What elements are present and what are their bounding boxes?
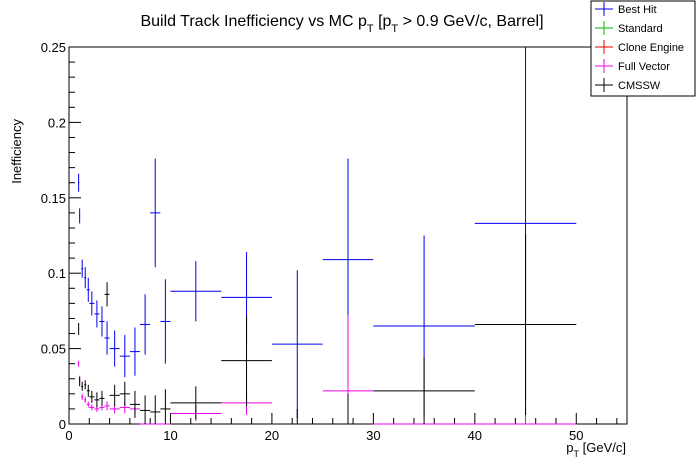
- y-tick-label: 0.15: [41, 191, 66, 206]
- data-point-best-hit: [78, 173, 80, 192]
- data-point-best-hit: [79, 208, 81, 224]
- data-point-cmssw: [109, 384, 120, 406]
- x-tick-label: 20: [265, 428, 279, 443]
- data-point-cmssw: [89, 390, 95, 403]
- data-point-cmssw: [81, 381, 84, 391]
- legend-entry-standard: Standard: [595, 21, 663, 35]
- chart-title: Build Track Inefficiency vs MC pT [pT > …: [140, 13, 543, 35]
- data-point-best-hit: [170, 261, 222, 322]
- data-point-best-hit: [140, 294, 151, 355]
- x-axis-title: pT [GeV/c]: [566, 440, 626, 459]
- data-point-full-vector: [78, 360, 80, 367]
- y-axis-title: Inefficiency: [9, 119, 24, 184]
- data-point-cmssw: [78, 322, 80, 336]
- series-layer: [78, 47, 577, 425]
- data-point-cmssw: [160, 389, 171, 424]
- data-point-best-hit: [86, 277, 90, 302]
- x-tick-label: 30: [366, 428, 380, 443]
- legend-label: Best Hit: [618, 4, 657, 16]
- y-tick-label: 0.1: [48, 266, 66, 281]
- legend: Best Hit Standard Clone Engine Full Vector C…: [590, 0, 696, 97]
- chart-title-pre: Build Track Inefficiency vs MC p: [140, 13, 367, 30]
- data-point-best-hit: [99, 306, 105, 337]
- data-point-best-hit: [84, 267, 87, 289]
- data-point-cmssw: [322, 393, 374, 425]
- data-point-cmssw: [373, 357, 475, 424]
- data-point-cmssw: [140, 395, 151, 424]
- data-point-cmssw: [170, 386, 222, 420]
- data-point-cmssw: [129, 390, 141, 418]
- data-point-best-hit: [81, 259, 84, 278]
- legend-box: [590, 0, 696, 97]
- data-point-best-hit: [160, 279, 171, 364]
- data-point-cmssw: [221, 315, 272, 406]
- data-point-cmssw: [119, 381, 130, 406]
- data-point-best-hit: [119, 335, 130, 378]
- x-axis-title-rest: [GeV/c]: [579, 440, 626, 455]
- data-point-best-hit: [271, 270, 323, 418]
- data-point-cmssw: [86, 384, 90, 397]
- x-tick-label: 10: [163, 428, 177, 443]
- data-point-best-hit: [94, 300, 100, 328]
- legend-label: Clone Engine: [618, 42, 684, 54]
- data-point-cmssw: [150, 395, 161, 424]
- data-point-cmssw: [94, 392, 100, 408]
- legend-entry-best-hit: Best Hit: [595, 2, 657, 16]
- legend-entry-full-vector: Full Vector: [595, 59, 670, 73]
- y-tick-label: 0.2: [48, 115, 66, 130]
- data-point-cmssw: [84, 380, 87, 390]
- y-tick-label: 0.25: [41, 40, 66, 55]
- data-point-best-hit: [129, 327, 141, 376]
- data-point-cmssw: [104, 282, 110, 307]
- data-point-cmssw: [271, 408, 323, 425]
- series-best-hit: [78, 47, 577, 418]
- legend-label: Standard: [618, 23, 663, 35]
- series-cmssw: [78, 233, 577, 425]
- data-point-cmssw: [99, 390, 105, 406]
- legend-label: Full Vector: [618, 61, 670, 73]
- legend-label: CMSSW: [618, 80, 661, 92]
- chart-title-post: > 0.9 GeV/c, Barrel]: [398, 13, 543, 30]
- x-tick-label: 50: [569, 428, 583, 443]
- data-point-cmssw: [474, 233, 577, 415]
- data-point-full-vector: [86, 401, 90, 408]
- data-point-best-hit: [104, 321, 110, 355]
- x-tick-label: 40: [468, 428, 482, 443]
- data-point-full-vector: [104, 401, 110, 411]
- y-tick-label: 0: [59, 417, 66, 432]
- y-axis: 0 0.05 0.1 0.15 0.2 0.25: [41, 40, 81, 432]
- chart-title-mid: [p: [374, 13, 392, 30]
- x-axis: 0 10 20 30 40 50: [65, 413, 618, 443]
- data-point-full-vector: [84, 396, 87, 403]
- data-point-full-vector: [81, 393, 84, 400]
- y-tick-label: 0.05: [41, 342, 66, 357]
- chart-title-sub2: T: [391, 23, 398, 35]
- x-tick-label: 0: [65, 428, 72, 443]
- series-full-vector: [78, 315, 577, 425]
- data-point-best-hit: [109, 330, 120, 367]
- legend-entry-clone-engine: Clone Engine: [595, 40, 684, 54]
- data-point-best-hit: [150, 158, 161, 268]
- data-point-cmssw: [79, 377, 81, 387]
- data-point-best-hit: [89, 291, 95, 316]
- legend-entry-cmssw: CMSSW: [595, 78, 661, 92]
- x-axis-title-main: p: [566, 440, 573, 455]
- x-axis-title-sub: T: [574, 449, 580, 459]
- chart-title-sub1: T: [367, 23, 374, 35]
- data-point-full-vector: [89, 404, 95, 411]
